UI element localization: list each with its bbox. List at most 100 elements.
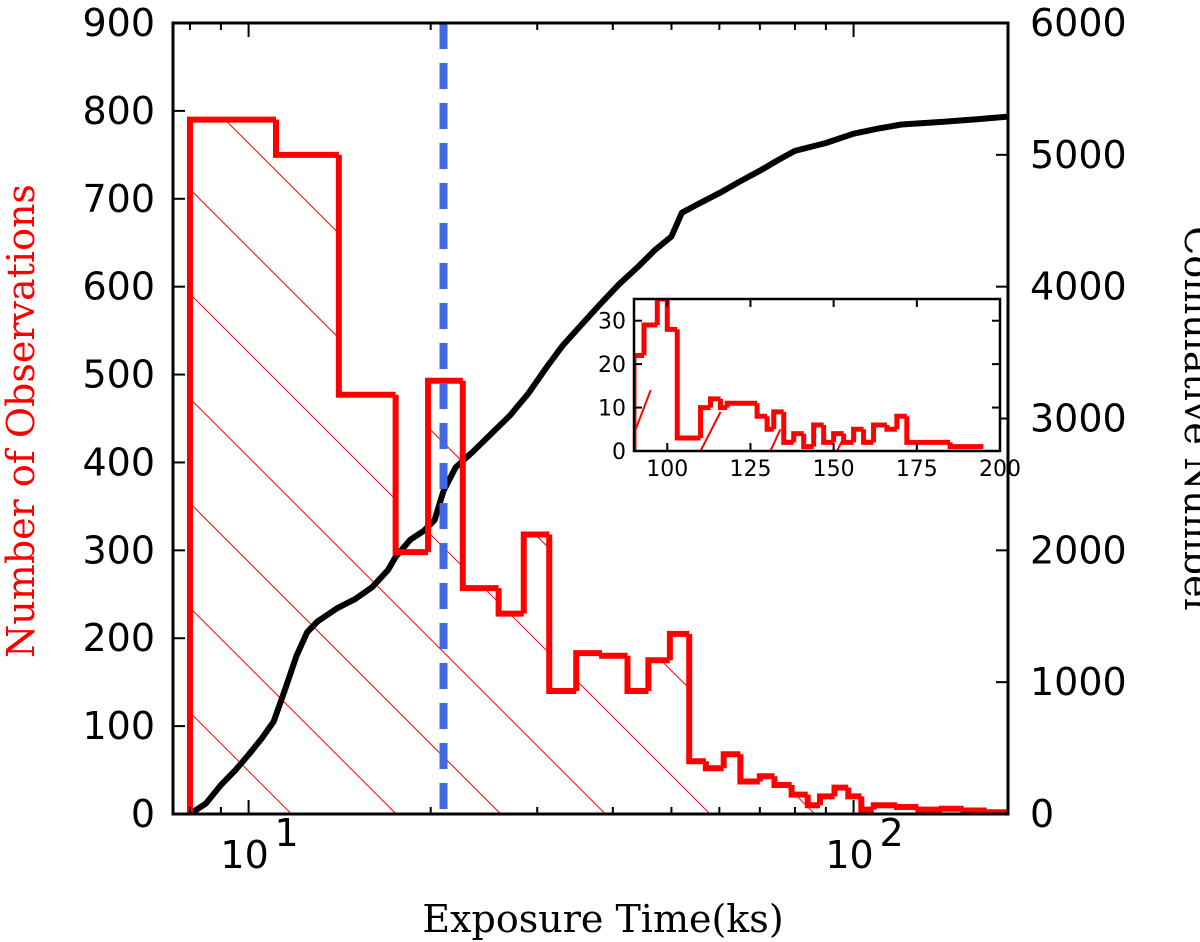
- left-y-axis-label: Number of Observations: [0, 184, 43, 658]
- histogram-bar: [804, 794, 820, 809]
- left-y-tick-label: 600: [82, 265, 155, 309]
- x-tick-label-exponent: 2: [879, 811, 903, 855]
- histogram-bar: [546, 534, 577, 694]
- histogram-bar: [186, 116, 277, 814]
- histogram-hatch-area: [189, 119, 1008, 814]
- histogram-bar: [983, 809, 1008, 814]
- x-tick-label: 10: [825, 833, 873, 877]
- cumulative-line: [188, 113, 1008, 814]
- inset-histogram-series: [634, 299, 984, 451]
- histogram-bar: [831, 784, 849, 797]
- inset-y-tick-label: 10: [598, 397, 626, 422]
- histogram-bar: [686, 633, 706, 765]
- inset-hatch-line: [699, 411, 722, 451]
- right-y-tick-label: 0: [1030, 792, 1054, 836]
- left-y-tick-label: 200: [82, 616, 155, 660]
- inset-x-tick-label: 175: [896, 457, 938, 482]
- histogram-bar: [737, 754, 760, 785]
- histogram-bar: [845, 787, 862, 800]
- histogram-bar: [520, 531, 550, 614]
- inset-axis-ticks: 100 125 150 175 200 0 10 20 30: [598, 299, 1021, 482]
- histogram-bar: [858, 796, 874, 813]
- inset-histogram-bar: [771, 409, 784, 430]
- histogram-bar: [938, 805, 964, 812]
- left-y-tick-label: 800: [82, 89, 155, 133]
- right-y-tick-labels: 0 1000 2000 3000 4000 5000 6000: [1030, 1, 1127, 836]
- inset-x-tick-label: 150: [813, 457, 855, 482]
- histogram-bar: [702, 761, 724, 772]
- inset-histogram-bar: [851, 426, 864, 443]
- histogram-bar: [459, 380, 499, 592]
- left-y-tick-label: 700: [82, 177, 155, 221]
- x-axis-label: Exposure Time(ks): [422, 897, 783, 941]
- inset-histogram-bar: [781, 411, 794, 445]
- cumulative-series: [188, 113, 1008, 814]
- histogram-bar: [573, 650, 603, 691]
- inset-histogram-bar: [641, 322, 658, 356]
- right-y-tick-label: 5000: [1030, 133, 1127, 177]
- left-y-tick-label: 0: [131, 792, 155, 836]
- right-y-tick-label: 6000: [1030, 1, 1127, 45]
- inset-histogram-bar: [904, 416, 917, 445]
- inset-hatch-line: [769, 428, 782, 451]
- right-y-tick-label: 2000: [1030, 528, 1127, 572]
- histogram-bar: [771, 776, 792, 788]
- histogram-bar: [425, 377, 463, 553]
- histogram-bar: [599, 652, 628, 659]
- inset-histogram-bar: [811, 422, 824, 447]
- histogram-bar: [666, 630, 690, 661]
- histogram-series: [186, 116, 1008, 814]
- histogram-bar: [273, 119, 339, 158]
- right-y-tick-label: 1000: [1030, 660, 1127, 704]
- inset-histogram-bar: [894, 413, 907, 430]
- left-y-tick-label: 400: [82, 440, 155, 484]
- inset-plot: 100 125 150 175 200 0 10 20 30: [598, 297, 1021, 482]
- inset-frame: [632, 297, 1002, 453]
- left-y-tick-label: 300: [82, 528, 155, 572]
- inset-histogram-bar: [708, 396, 721, 408]
- inset-histogram-bar: [831, 431, 844, 443]
- inset-histogram-bar: [947, 442, 984, 450]
- histogram-bar: [756, 773, 775, 782]
- histogram-bar: [392, 394, 429, 556]
- inset-histogram-bar: [861, 429, 874, 445]
- inset-histogram-bar: [884, 424, 897, 432]
- inset-x-tick-label: 100: [646, 457, 688, 482]
- inset-histogram-bar: [754, 403, 768, 419]
- histogram-bar: [624, 655, 649, 694]
- main-axis-ticks: [173, 22, 1008, 815]
- histogram-bar: [645, 657, 670, 691]
- histogram-bar: [335, 154, 396, 398]
- inset-x-tick-label: 125: [729, 457, 771, 482]
- histogram-bar: [816, 793, 835, 806]
- inset-y-tick-label: 30: [598, 310, 626, 335]
- x-tick-labels: 10 1 10 2: [220, 811, 903, 877]
- inset-histogram-bar: [654, 299, 668, 326]
- left-y-tick-labels: 0 100 200 300 400 500 600 700 800 900: [82, 1, 155, 836]
- histogram-bar: [894, 803, 919, 810]
- histogram-bar: [870, 802, 898, 810]
- inset-histogram-bar: [841, 433, 854, 445]
- inset-hatch-line: [836, 437, 845, 451]
- histogram-bar: [915, 806, 942, 813]
- inset-x-tick-label: 200: [979, 457, 1021, 482]
- x-tick-label-exponent: 1: [274, 811, 298, 855]
- left-y-tick-label: 500: [82, 353, 155, 397]
- inset-background: [634, 299, 1000, 451]
- inset-y-tick-label: 0: [612, 440, 626, 465]
- right-y-tick-label: 3000: [1030, 397, 1127, 441]
- histogram-bar: [788, 784, 808, 798]
- inset-histogram-bar: [674, 329, 701, 441]
- inset-histogram-bar: [724, 400, 758, 408]
- inset-histogram-bar: [698, 405, 711, 438]
- histogram-hatch-fill: [189, 119, 1008, 814]
- left-y-tick-label: 900: [82, 1, 155, 45]
- histogram-bar: [495, 588, 524, 617]
- inset-histogram-bar: [764, 416, 774, 432]
- inset-histogram-bar: [634, 352, 644, 451]
- left-y-tick-label: 100: [82, 704, 155, 748]
- inset-histogram-bar: [664, 299, 678, 332]
- inset-y-tick-label: 20: [598, 353, 626, 378]
